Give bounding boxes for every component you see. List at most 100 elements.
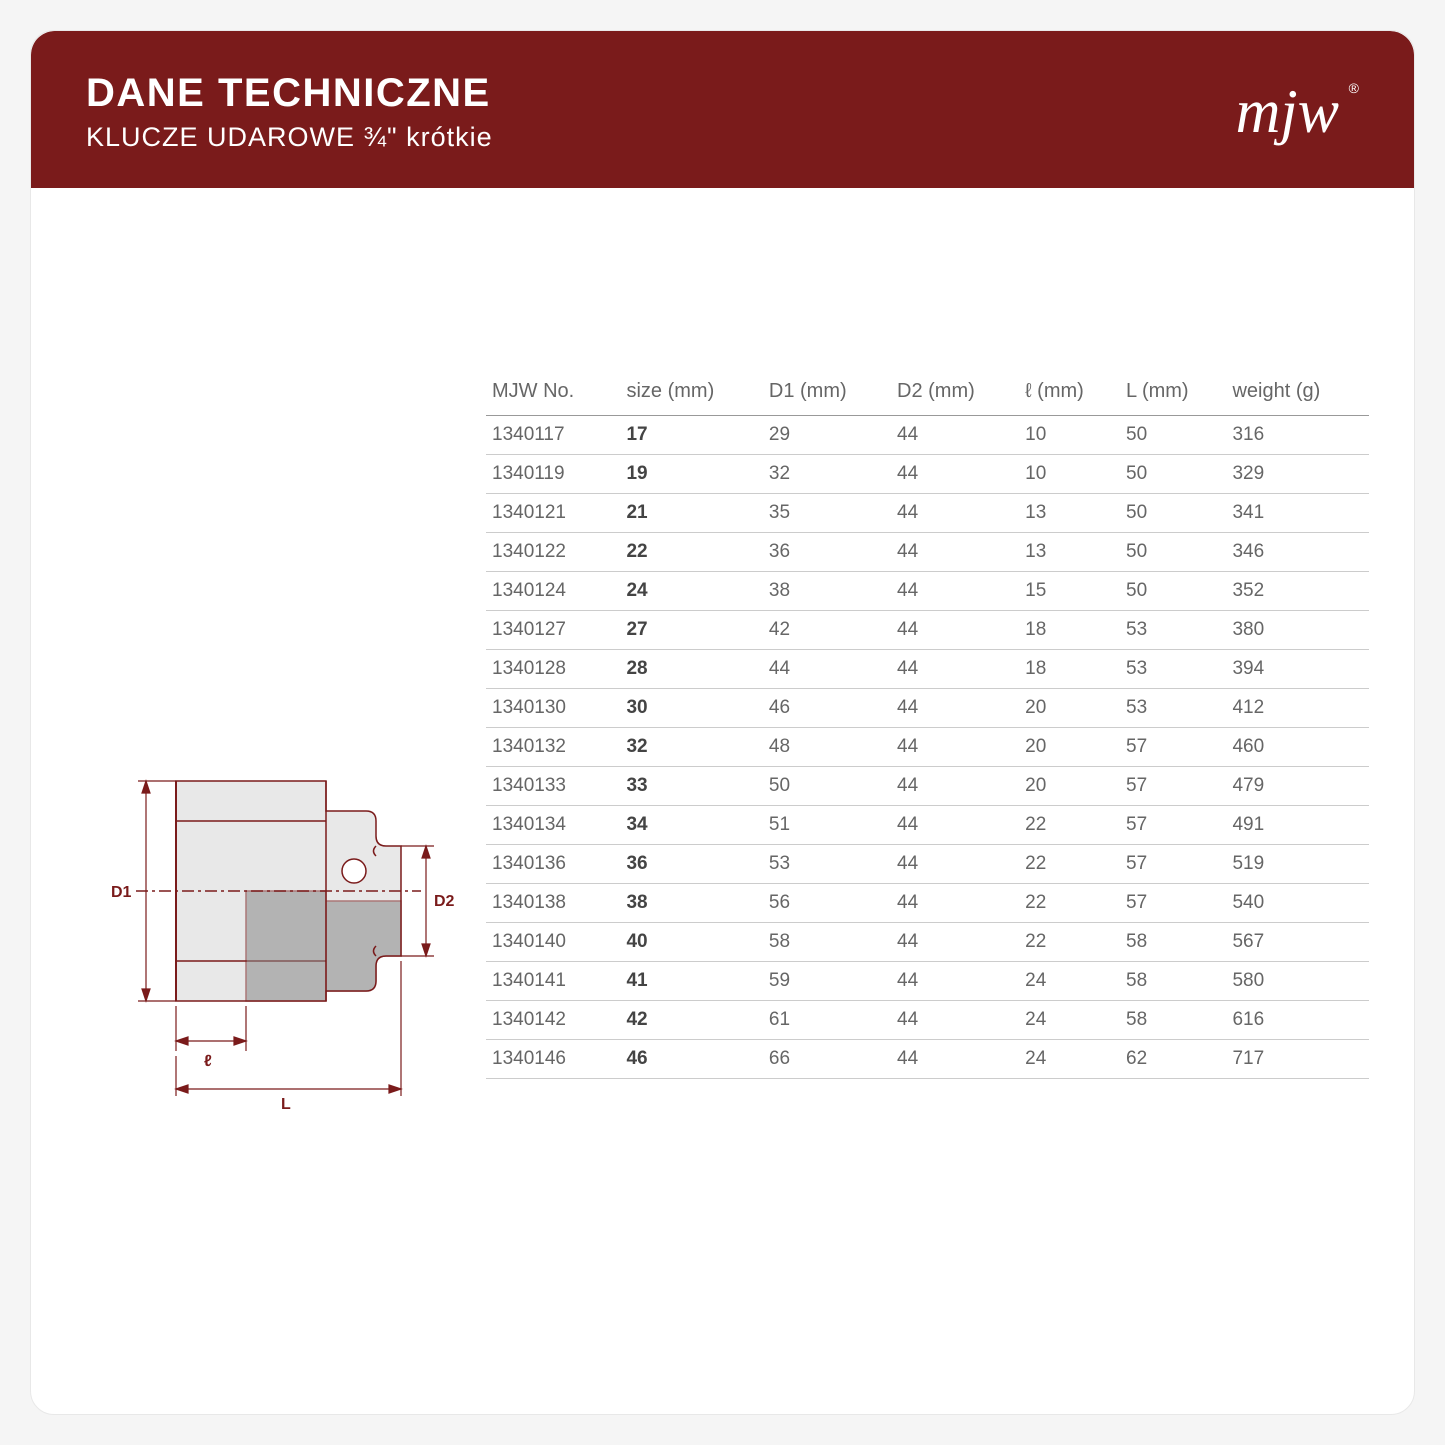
table-cell: 44 (891, 728, 1019, 767)
table-cell: 22 (620, 533, 762, 572)
table-cell: 44 (891, 533, 1019, 572)
table-cell: 316 (1226, 416, 1369, 455)
table-cell: 580 (1226, 962, 1369, 1001)
table-cell: 50 (1120, 533, 1226, 572)
table-cell: 57 (1120, 728, 1226, 767)
table-cell: 42 (620, 1001, 762, 1040)
column-header: size (mm) (620, 368, 762, 416)
table-cell: 460 (1226, 728, 1369, 767)
table-row: 13401333350442057479 (486, 767, 1369, 806)
table-cell: 32 (620, 728, 762, 767)
table-cell: 27 (620, 611, 762, 650)
table-row: 13401282844441853394 (486, 650, 1369, 689)
table-cell: 44 (891, 611, 1019, 650)
table-cell: 329 (1226, 455, 1369, 494)
content-area: D1 D2 ℓ (31, 188, 1414, 1414)
table-cell: 13 (1019, 494, 1120, 533)
table-cell: 53 (1120, 689, 1226, 728)
table-cell: 24 (1019, 1040, 1120, 1079)
table-cell: 57 (1120, 767, 1226, 806)
dim-label-d1: D1 (111, 884, 132, 901)
table-cell: 42 (763, 611, 891, 650)
table-cell: 50 (763, 767, 891, 806)
column-header: D2 (mm) (891, 368, 1019, 416)
table-cell: 1340122 (486, 533, 620, 572)
table-cell: 24 (620, 572, 762, 611)
table-cell: 616 (1226, 1001, 1369, 1040)
table-cell: 1340124 (486, 572, 620, 611)
table-head: MJW No.size (mm)D1 (mm)D2 (mm)ℓ (mm)L (m… (486, 368, 1369, 416)
table-row: 13401464666442462717 (486, 1040, 1369, 1079)
table-row: 13401424261442458616 (486, 1001, 1369, 1040)
column-header: L (mm) (1120, 368, 1226, 416)
table-row: 13401212135441350341 (486, 494, 1369, 533)
table-cell: 66 (763, 1040, 891, 1079)
table-cell: 58 (763, 923, 891, 962)
table-row: 13401343451442257491 (486, 806, 1369, 845)
table-cell: 44 (763, 650, 891, 689)
table-cell: 44 (891, 1001, 1019, 1040)
table-cell: 34 (620, 806, 762, 845)
table-cell: 717 (1226, 1040, 1369, 1079)
table-cell: 394 (1226, 650, 1369, 689)
table-cell: 20 (1019, 728, 1120, 767)
table-cell: 36 (763, 533, 891, 572)
table-row: 13401383856442257540 (486, 884, 1369, 923)
table-row: 13401171729441050316 (486, 416, 1369, 455)
table-cell: 15 (1019, 572, 1120, 611)
table-row: 13401303046442053412 (486, 689, 1369, 728)
table-cell: 1340140 (486, 923, 620, 962)
table-cell: 50 (1120, 455, 1226, 494)
table-cell: 57 (1120, 845, 1226, 884)
table-cell: 380 (1226, 611, 1369, 650)
table-cell: 479 (1226, 767, 1369, 806)
table-cell: 58 (1120, 1001, 1226, 1040)
table-cell: 352 (1226, 572, 1369, 611)
dim-label-l-large: L (281, 1096, 291, 1111)
table-cell: 38 (763, 572, 891, 611)
table-cell: 53 (1120, 611, 1226, 650)
table-cell: 44 (891, 416, 1019, 455)
table-cell: 53 (763, 845, 891, 884)
table-cell: 46 (620, 1040, 762, 1079)
table-cell: 1340146 (486, 1040, 620, 1079)
table-row: 13401404058442258567 (486, 923, 1369, 962)
table-cell: 22 (1019, 923, 1120, 962)
table-cell: 53 (1120, 650, 1226, 689)
table-cell: 1340132 (486, 728, 620, 767)
table-cell: 1340141 (486, 962, 620, 1001)
table-cell: 50 (1120, 572, 1226, 611)
table-cell: 44 (891, 455, 1019, 494)
table-row: 13401242438441550352 (486, 572, 1369, 611)
table-cell: 44 (891, 962, 1019, 1001)
table-row: 13401191932441050329 (486, 455, 1369, 494)
table-column: MJW No.size (mm)D1 (mm)D2 (mm)ℓ (mm)L (m… (486, 368, 1369, 1354)
table-cell: 1340136 (486, 845, 620, 884)
table-cell: 35 (763, 494, 891, 533)
table-cell: 48 (763, 728, 891, 767)
table-cell: 40 (620, 923, 762, 962)
table-cell: 567 (1226, 923, 1369, 962)
table-cell: 58 (1120, 962, 1226, 1001)
table-cell: 1340130 (486, 689, 620, 728)
table-cell: 44 (891, 806, 1019, 845)
table-cell: 22 (1019, 884, 1120, 923)
table-row: 13401414159442458580 (486, 962, 1369, 1001)
table-cell: 24 (1019, 1001, 1120, 1040)
table-cell: 1340121 (486, 494, 620, 533)
table-cell: 18 (1019, 611, 1120, 650)
header-subtitle: KLUCZE UDAROWE ¾" krótkie (86, 122, 493, 153)
table-cell: 10 (1019, 416, 1120, 455)
table-cell: 28 (620, 650, 762, 689)
table-cell: 33 (620, 767, 762, 806)
table-cell: 44 (891, 689, 1019, 728)
table-cell: 36 (620, 845, 762, 884)
table-cell: 1340142 (486, 1001, 620, 1040)
column-header: weight (g) (1226, 368, 1369, 416)
table-cell: 61 (763, 1001, 891, 1040)
header: DANE TECHNICZNE KLUCZE UDAROWE ¾" krótki… (31, 31, 1414, 188)
table-cell: 1340134 (486, 806, 620, 845)
table-cell: 19 (620, 455, 762, 494)
table-cell: 56 (763, 884, 891, 923)
table-cell: 51 (763, 806, 891, 845)
